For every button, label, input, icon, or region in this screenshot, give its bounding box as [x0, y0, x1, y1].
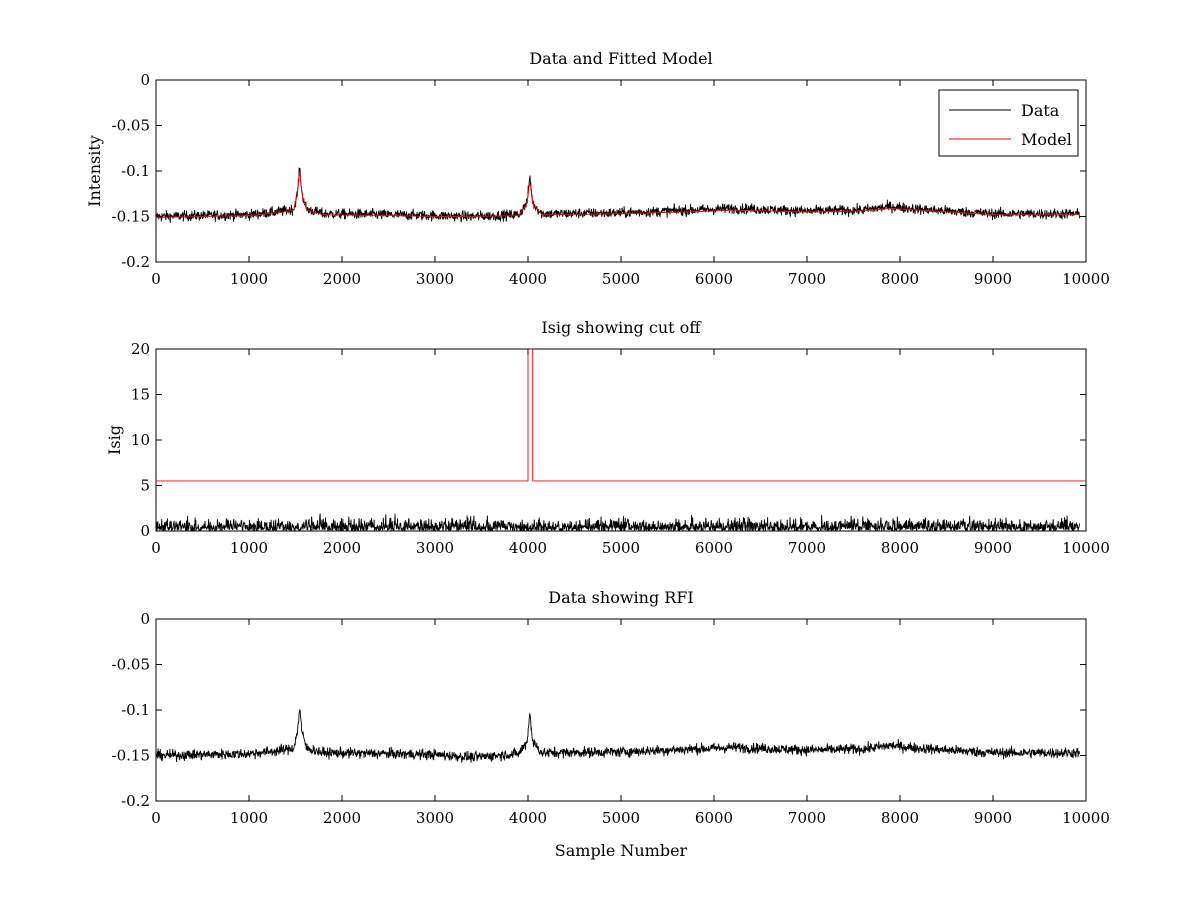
y-tick-label: -0.15: [112, 747, 150, 765]
x-tick-label: 0: [151, 539, 161, 557]
x-tick-label: 5000: [602, 539, 640, 557]
x-tick-label: 10000: [1062, 809, 1110, 827]
y-tick-label: 10: [131, 431, 150, 449]
y-tick-label: 0: [140, 610, 150, 628]
y-tick-label: 20: [131, 340, 150, 358]
x-tick-label: 7000: [788, 270, 826, 288]
x-tick-label: 2000: [323, 539, 361, 557]
y-tick-label: -0.1: [121, 162, 150, 180]
x-tick-label: 1000: [230, 539, 268, 557]
subplot-title: Isig showing cut off: [541, 318, 702, 337]
x-tick-label: 8000: [881, 809, 919, 827]
x-tick-label: 2000: [323, 270, 361, 288]
x-tick-label: 4000: [509, 539, 547, 557]
axes-box: [155, 618, 1087, 802]
legend: Data Model: [938, 89, 1079, 157]
x-tick-label: 3000: [416, 270, 454, 288]
series-line-2: [156, 171, 1080, 218]
series-line-2: [156, 349, 1086, 482]
y-tick-label: -0.05: [112, 656, 150, 674]
x-tick-label: 10000: [1062, 539, 1110, 557]
x-tick-label: 4000: [509, 809, 547, 827]
subplot-3: 0 1000 2000 3000 4000 5000 6000 7000 8000 9000 100…: [112, 588, 1110, 860]
subplot-title: Data and Fitted Model: [529, 49, 712, 68]
x-tick-label: 10000: [1062, 270, 1110, 288]
x-tick-label: 6000: [695, 809, 733, 827]
y-tick-label: 5: [140, 477, 150, 495]
x-tick-label: 9000: [974, 270, 1012, 288]
y-axis-label: Intensity: [85, 135, 104, 207]
x-tick-label: 5000: [602, 270, 640, 288]
y-axis-label: Isig: [105, 425, 124, 455]
subplot-title: Data showing RFI: [548, 588, 693, 607]
x-tick-label: 9000: [974, 809, 1012, 827]
y-tick-label: 0: [140, 71, 150, 89]
x-tick-label: 9000: [974, 539, 1012, 557]
axes-box: [155, 79, 1087, 263]
x-tick-label: 4000: [509, 270, 547, 288]
x-axis-label: Sample Number: [555, 841, 688, 860]
x-tick-label: 1000: [230, 809, 268, 827]
subplot-1: 0 1000 2000 3000 4000 5000 6000 7000 8000 9000 100…: [85, 49, 1110, 288]
y-tick-label: -0.1: [121, 701, 150, 719]
x-tick-label: 2000: [323, 809, 361, 827]
y-tick-label: 0: [140, 522, 150, 540]
series-line-1: [156, 513, 1080, 531]
x-tick-label: 6000: [695, 539, 733, 557]
x-tick-label: 3000: [416, 539, 454, 557]
x-tick-label: 1000: [230, 270, 268, 288]
x-tick-label: 7000: [788, 539, 826, 557]
x-tick-label: 7000: [788, 809, 826, 827]
x-tick-label: 5000: [602, 809, 640, 827]
x-tick-label: 8000: [881, 270, 919, 288]
x-tick-label: 8000: [881, 539, 919, 557]
x-tick-label: 0: [151, 809, 161, 827]
x-tick-label: 6000: [695, 270, 733, 288]
subplot-2: 0 1000 2000 3000 4000 5000 6000 7000 8000 9000 100…: [105, 318, 1110, 557]
series-line-1: [156, 708, 1080, 763]
axes-box: [155, 348, 1087, 532]
legend-label: Data: [1021, 101, 1060, 120]
y-tick-label: -0.15: [112, 208, 150, 226]
y-tick-label: -0.2: [121, 792, 150, 810]
x-tick-label: 0: [151, 270, 161, 288]
y-tick-label: -0.05: [112, 117, 150, 135]
legend-box: [938, 89, 1079, 157]
y-tick-label: 15: [131, 386, 150, 404]
y-tick-label: -0.2: [121, 253, 150, 271]
legend-label: Model: [1021, 130, 1072, 149]
x-tick-label: 3000: [416, 809, 454, 827]
